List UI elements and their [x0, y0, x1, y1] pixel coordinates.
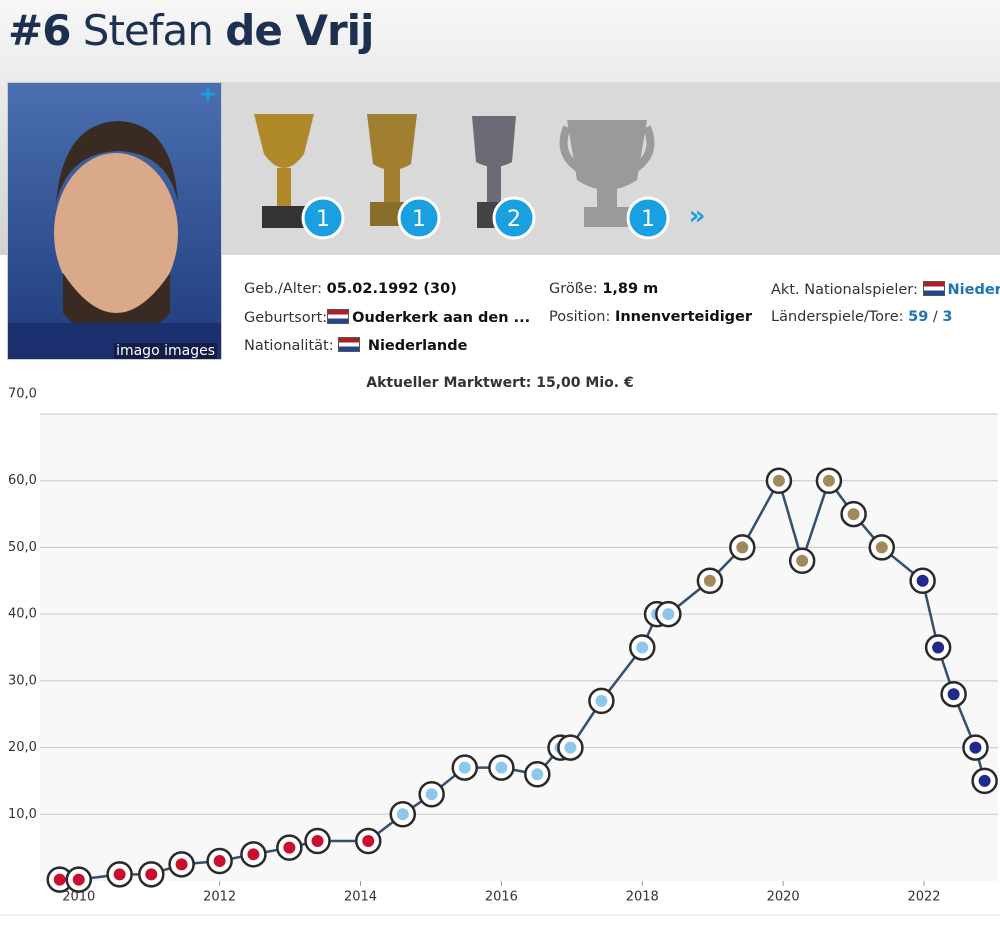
y-tick-label: 20,0 [8, 740, 37, 755]
trophy-count: 2 [507, 207, 521, 232]
club-logo [593, 692, 610, 709]
club-logo [456, 759, 473, 776]
club-logo [51, 871, 68, 888]
info-nationality: Nationalität: Niederlande [244, 337, 467, 354]
info-height: Größe: 1,89 m [549, 281, 658, 297]
club-logo [111, 866, 128, 883]
club-logo [309, 832, 326, 849]
club-logo [845, 506, 862, 523]
text: Aktueller Marktwert: [366, 375, 532, 391]
player-name: #6 Stefan de Vrij [8, 6, 374, 55]
shirt-number: #6 [8, 6, 71, 55]
text: Größe: [549, 281, 598, 297]
club-logo [211, 852, 228, 869]
club-logo [143, 866, 160, 883]
trophy-count: 1 [412, 207, 426, 232]
trophies: » 1 1 2 1 [254, 114, 706, 240]
text: Niederlande [367, 338, 468, 354]
trophy-badge [397, 196, 441, 240]
club-logo [770, 472, 787, 489]
more-trophies[interactable]: » [689, 201, 706, 231]
x-tick-label: 2014 [344, 890, 377, 905]
y-tick-label: 60,0 [8, 473, 37, 488]
info-birth: Geb./Alter: 05.02.1992 (30) [244, 281, 457, 297]
x-tick-label: 2022 [907, 890, 940, 905]
trophy-badge [626, 196, 670, 240]
club-logo [914, 572, 931, 589]
club-logo [945, 686, 962, 703]
trophy-count: 1 [641, 207, 655, 232]
club-logo [281, 839, 298, 856]
svg-text:+: + [199, 83, 217, 107]
club-logo [493, 759, 510, 776]
plot-area [40, 414, 998, 881]
club-logo [173, 856, 190, 873]
club-logo [930, 639, 947, 656]
x-tick-label: 2020 [767, 890, 800, 905]
photo-placeholder: + [8, 83, 221, 359]
club-logo [529, 766, 546, 783]
club-logo [734, 539, 751, 556]
text: Länderspiele/Tore: [771, 309, 904, 325]
x-tick-label: 2016 [485, 890, 518, 905]
club-logo [562, 739, 579, 756]
last-name: de Vrij [225, 6, 374, 55]
club-logo [660, 606, 677, 623]
market-value-chart: 10,0 20,0 30,0 40,0 50,0 60,0 70,0 2010 2012 2014… [0, 387, 1000, 916]
text: 3 [942, 309, 953, 325]
club-logo [820, 472, 837, 489]
club-logo [976, 772, 993, 789]
club-logo [873, 539, 890, 556]
info-caps: Länderspiele/Tore: 59 / 3 [771, 309, 953, 325]
text: Niederlande [947, 282, 1000, 298]
y-tick-label: 30,0 [8, 673, 37, 688]
market-value: Aktueller Marktwert: 15,00 Mio. € [0, 375, 1000, 391]
text: 59 [908, 309, 929, 325]
x-tick-label: 2010 [62, 890, 95, 905]
photo-caption: imago images [114, 343, 217, 359]
club-logo [394, 806, 411, 823]
club-logo [70, 871, 87, 888]
info-birthplace: Geburtsort: Ouderkerk aan den ... [244, 309, 530, 326]
text: Geb./Alter: [244, 281, 323, 297]
club-logo [634, 639, 651, 656]
first-name: Stefan [82, 6, 214, 55]
x-tick-label: 2018 [626, 890, 659, 905]
text: Akt. Nationalspieler: [771, 282, 918, 298]
trophy-count: 1 [316, 207, 330, 232]
club-logo [245, 846, 262, 863]
club-logo [967, 739, 984, 756]
info-position: Position: Innenverteidiger [549, 309, 752, 325]
y-tick-label: 40,0 [8, 607, 37, 622]
trophy-badge [492, 196, 536, 240]
club-logo [423, 786, 440, 803]
trophy-badge [301, 196, 345, 240]
text: Position: [549, 309, 611, 325]
y-tick-label: 70,0 [8, 387, 37, 402]
text: 05.02.1992 (30) [326, 281, 457, 297]
text: Innenverteidiger [614, 309, 753, 325]
text: Geburtsort: [244, 310, 328, 326]
y-tick-label: 10,0 [8, 807, 37, 822]
club-logo [360, 832, 377, 849]
text: 15,00 Mio. € [536, 375, 634, 391]
text: Ouderkerk aan den ... [352, 310, 531, 326]
club-logo [701, 572, 718, 589]
text: Nationalität: [244, 338, 334, 354]
club-logo [794, 552, 811, 569]
player-photo[interactable]: + imago images [7, 82, 222, 360]
text: 1,89 m [602, 281, 659, 297]
text: / [932, 309, 938, 325]
info-national-player[interactable]: Akt. Nationalspieler: Niederlande [771, 281, 1000, 298]
y-tick-label: 50,0 [8, 540, 37, 555]
x-tick-label: 2012 [203, 890, 236, 905]
